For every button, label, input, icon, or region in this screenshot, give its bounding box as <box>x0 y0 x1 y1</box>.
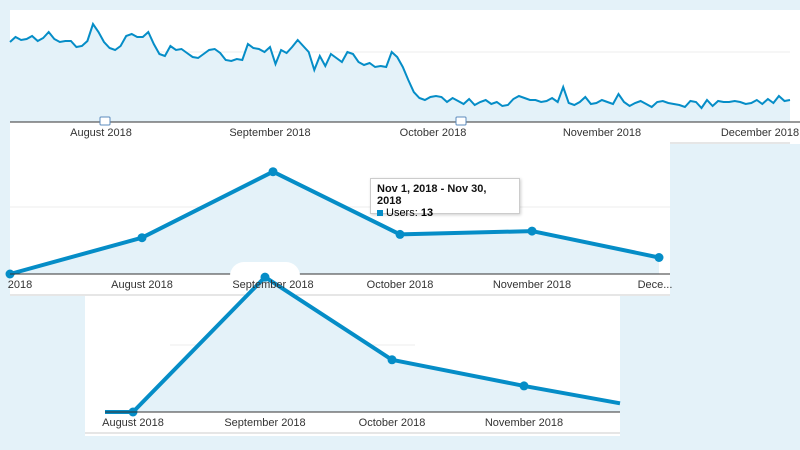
area-fill <box>10 24 790 122</box>
data-point <box>268 167 278 177</box>
series-line <box>9 21 791 110</box>
x-tick-label: December 2018 <box>720 127 800 139</box>
area-fill <box>10 171 659 274</box>
annotation-icon <box>99 116 111 126</box>
data-point <box>519 381 529 391</box>
tooltip-series-label: Users: <box>386 207 418 219</box>
data-point <box>654 253 664 262</box>
tooltip-value: 13 <box>420 207 434 219</box>
x-tick-label: September 2018 <box>232 279 314 291</box>
chart-tooltip: Nov 1, 2018 - Nov 30, 2018 Users: 13 <box>370 178 520 219</box>
data-point <box>387 355 397 365</box>
x-tick-label: 2018 <box>7 279 33 291</box>
data-point <box>137 233 147 243</box>
x-tick-label: Dece... <box>637 279 673 291</box>
x-tick-label: October 2018 <box>358 417 426 429</box>
series-swatch <box>377 210 383 217</box>
x-tick-label: August 2018 <box>102 417 164 429</box>
x-tick-label: October 2018 <box>366 279 434 291</box>
annotation-icon <box>455 116 467 126</box>
data-point <box>527 226 537 236</box>
x-tick-label: November 2018 <box>484 417 564 429</box>
data-point <box>260 272 270 282</box>
x-tick-label: August 2018 <box>70 127 132 139</box>
tooltip-title: Nov 1, 2018 - Nov 30, 2018 <box>377 183 487 207</box>
x-tick-label: November 2018 <box>562 127 642 139</box>
x-tick-label: September 2018 <box>224 417 306 429</box>
x-tick-label: August 2018 <box>111 279 173 291</box>
x-tick-label: September 2018 <box>229 127 311 139</box>
x-tick-label: November 2018 <box>492 279 572 291</box>
data-point <box>395 229 405 239</box>
series-line <box>9 169 660 276</box>
x-tick-label: October 2018 <box>399 127 467 139</box>
